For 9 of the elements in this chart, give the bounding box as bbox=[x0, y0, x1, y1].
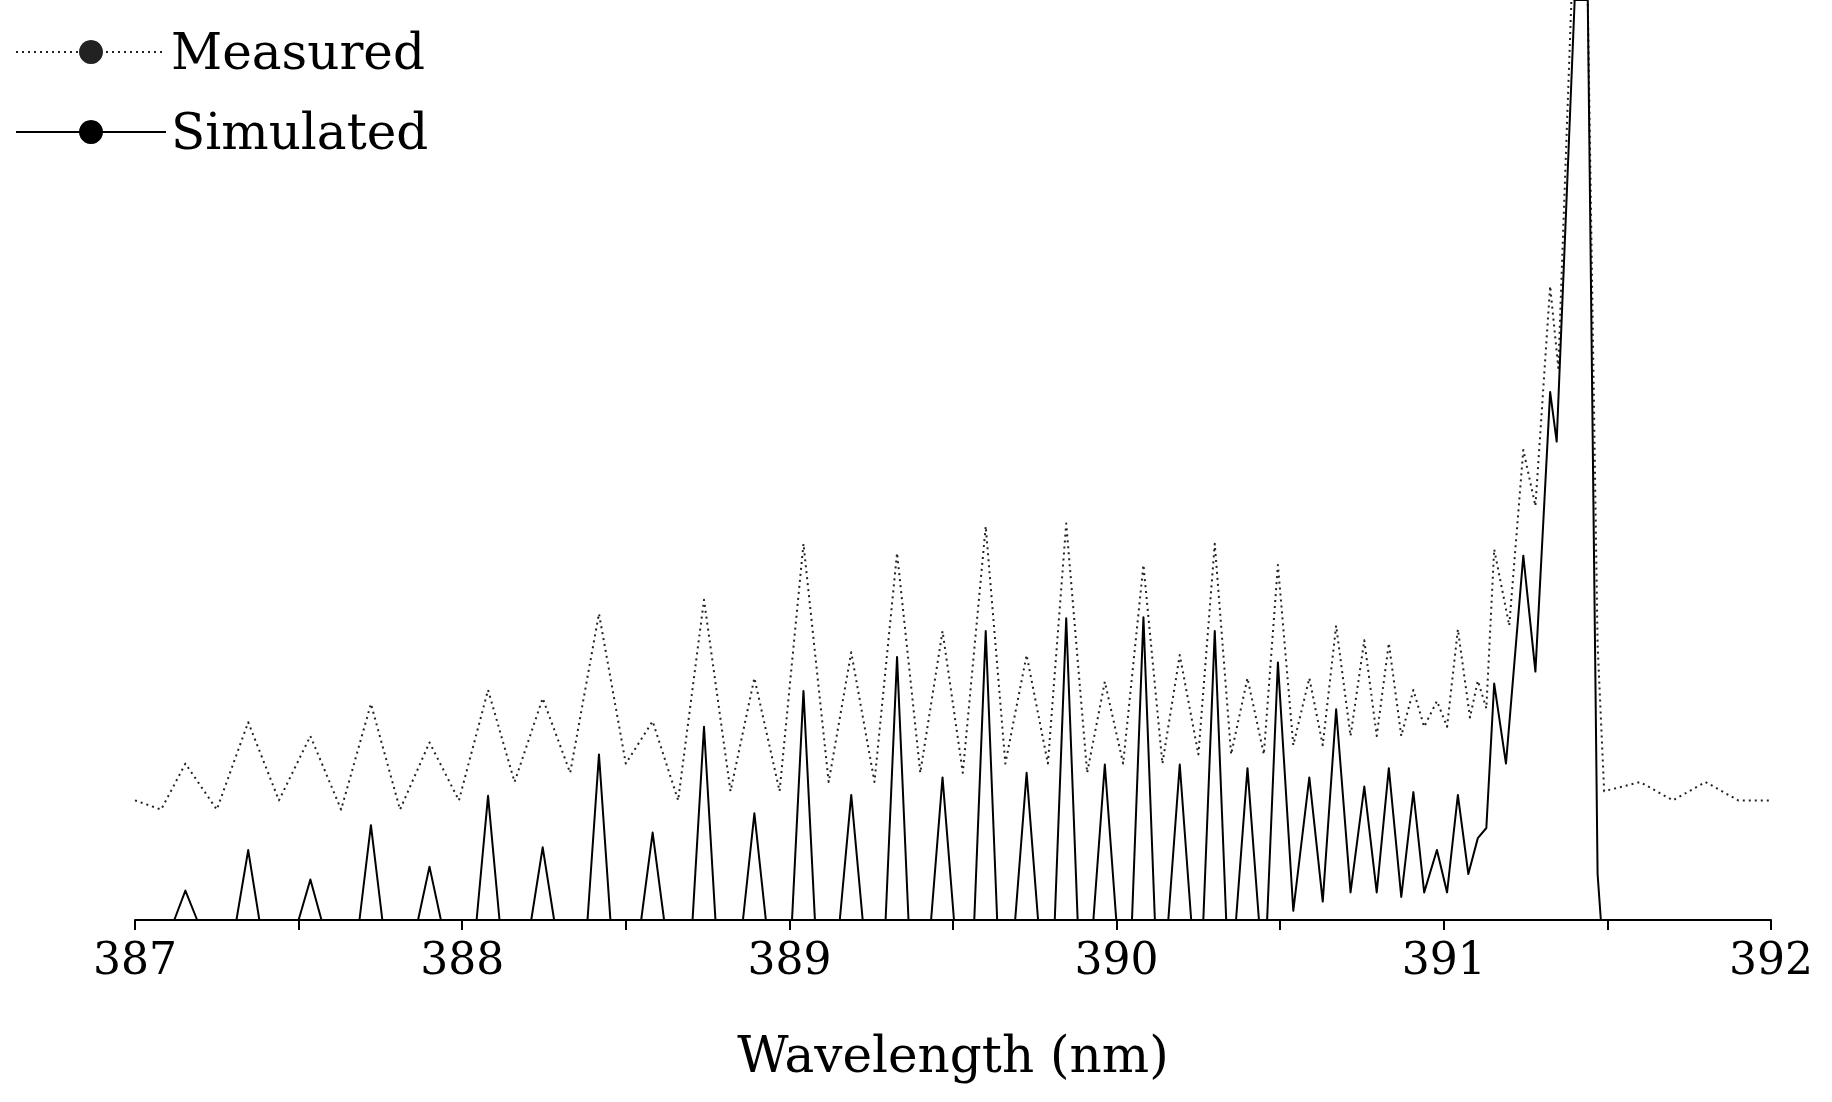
x-tick-label: 392 bbox=[1729, 932, 1813, 984]
x-tick-label: 389 bbox=[747, 932, 832, 984]
x-tick-label: 387 bbox=[93, 932, 177, 984]
x-axis-title: Wavelength (nm) bbox=[737, 1026, 1169, 1084]
x-tick-label: 388 bbox=[420, 932, 505, 984]
x-tick-label: 390 bbox=[1074, 932, 1159, 984]
x-tick-label: 391 bbox=[1401, 932, 1486, 984]
legend-label: Measured bbox=[171, 23, 425, 81]
legend-label: Simulated bbox=[171, 103, 429, 161]
